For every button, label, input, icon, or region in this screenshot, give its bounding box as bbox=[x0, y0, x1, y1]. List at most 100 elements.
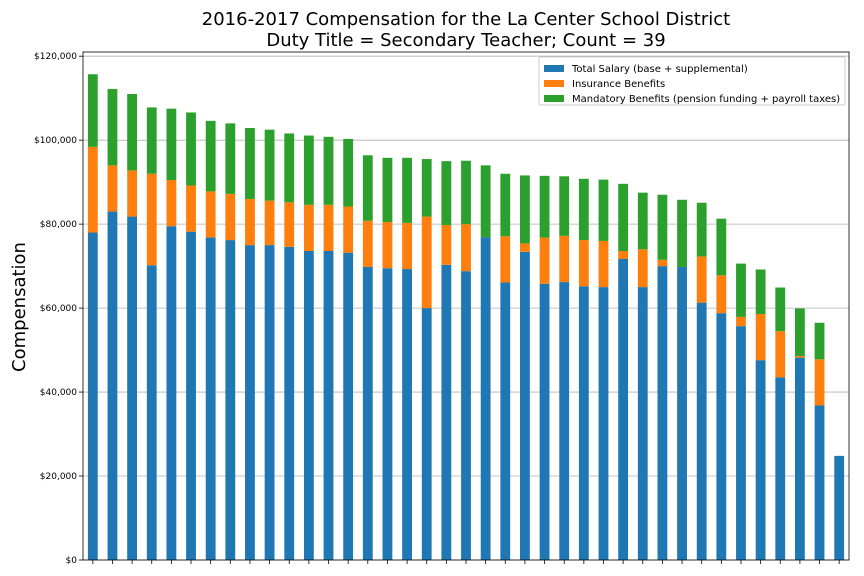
bar-segment bbox=[362, 155, 373, 221]
bar-segment bbox=[264, 245, 275, 560]
bar-segment bbox=[303, 204, 314, 252]
bar-segment bbox=[127, 93, 138, 171]
bar-segment bbox=[696, 256, 707, 303]
bar-segment bbox=[382, 157, 393, 223]
bar-segment bbox=[245, 198, 255, 246]
bar-segment bbox=[225, 193, 236, 241]
y-tick-label: $40,000 bbox=[40, 388, 77, 398]
bar-segment bbox=[264, 129, 275, 201]
bar-segment bbox=[362, 266, 373, 560]
bar-segment bbox=[107, 211, 118, 561]
bar-segment bbox=[480, 237, 491, 561]
bar-segment bbox=[539, 175, 550, 238]
bar-segment bbox=[794, 357, 805, 560]
bar-segment bbox=[382, 268, 393, 560]
bar-segment bbox=[775, 287, 786, 332]
bar-segment bbox=[264, 200, 275, 246]
bars bbox=[87, 74, 845, 561]
bar-segment bbox=[559, 235, 570, 283]
plot-frame bbox=[82, 51, 850, 561]
y-tick-label: $80,000 bbox=[40, 220, 77, 230]
bar-segment bbox=[736, 326, 746, 560]
bar-segment bbox=[598, 287, 609, 560]
bar-segment bbox=[166, 226, 177, 561]
bar-segment bbox=[657, 194, 668, 260]
bar-segment bbox=[245, 127, 255, 199]
bar-segment bbox=[441, 161, 452, 225]
bar-segment bbox=[421, 216, 432, 309]
bar-segment bbox=[127, 170, 138, 217]
bar-segment bbox=[402, 222, 412, 270]
bar-segment bbox=[127, 216, 138, 561]
bar-segment bbox=[618, 258, 629, 560]
bar-segment bbox=[382, 222, 393, 269]
bar-segment bbox=[618, 251, 629, 259]
bar-segment bbox=[107, 88, 118, 166]
bar-segment bbox=[598, 240, 609, 288]
bar-segment bbox=[461, 160, 471, 225]
bar-segment bbox=[539, 283, 550, 560]
bar-segment bbox=[205, 120, 216, 192]
bar-segment bbox=[421, 308, 432, 560]
bar-segment bbox=[441, 224, 452, 265]
bar-segment bbox=[716, 218, 727, 276]
bar-segment bbox=[166, 180, 177, 227]
bar-segment bbox=[225, 123, 236, 194]
bar-segment bbox=[834, 455, 845, 560]
bar-segment bbox=[323, 251, 334, 560]
bar-segment bbox=[323, 136, 334, 205]
bar-segment bbox=[559, 282, 570, 560]
bar-segment bbox=[441, 264, 452, 560]
bar-segment bbox=[284, 246, 295, 561]
bar-segment bbox=[814, 322, 825, 360]
bar-segment bbox=[402, 269, 412, 560]
legend: Total Salary (base + supplemental) Insura… bbox=[538, 56, 846, 106]
bar-segment bbox=[284, 202, 295, 247]
bar-segment bbox=[657, 259, 668, 267]
bar-segment bbox=[637, 192, 648, 250]
bar-segment bbox=[794, 355, 805, 358]
bar-segment bbox=[716, 275, 727, 314]
bar-segment bbox=[107, 165, 118, 212]
bar-segment bbox=[362, 220, 373, 267]
bar-segment bbox=[677, 266, 687, 560]
bar-segment bbox=[480, 165, 491, 238]
bar-segment bbox=[225, 240, 236, 561]
bar-segment bbox=[696, 202, 707, 257]
y-tick-label: $120,000 bbox=[34, 52, 77, 62]
bar-segment bbox=[696, 302, 707, 560]
bar-segment bbox=[421, 159, 432, 217]
bar-segment bbox=[578, 240, 589, 287]
bar-segment bbox=[146, 265, 157, 560]
bar-segment bbox=[736, 263, 746, 317]
bar-segment bbox=[755, 360, 766, 560]
y-tick-label: $20,000 bbox=[40, 472, 77, 482]
bar-segment bbox=[500, 173, 511, 237]
bar-segment bbox=[539, 237, 550, 284]
y-tick-label: $0 bbox=[66, 556, 78, 566]
bar-segment bbox=[736, 316, 746, 327]
legend-swatch bbox=[544, 65, 564, 72]
bar-segment bbox=[716, 313, 727, 560]
bar-segment bbox=[284, 133, 295, 203]
bar-segment bbox=[205, 191, 216, 238]
bar-segment bbox=[657, 266, 668, 560]
bar-segment bbox=[461, 271, 471, 560]
bar-segment bbox=[618, 183, 629, 252]
chart-title: 2016-2017 Compensation for the La Center… bbox=[202, 9, 730, 30]
bar-segment bbox=[87, 146, 98, 233]
bar-segment bbox=[775, 331, 786, 378]
bar-segment bbox=[578, 286, 589, 560]
y-axis-label: Compensation bbox=[9, 242, 30, 372]
bar-segment bbox=[794, 308, 805, 356]
bar-segment bbox=[598, 179, 609, 241]
bar-segment bbox=[637, 249, 648, 288]
bar-segment bbox=[205, 237, 216, 560]
bar-segment bbox=[559, 176, 570, 236]
bar-segment bbox=[146, 107, 157, 174]
y-tick-label: $60,000 bbox=[40, 304, 77, 314]
bar-segment bbox=[303, 135, 314, 205]
legend-label: Mandatory Benefits (pension funding + pa… bbox=[572, 94, 840, 105]
bar-segment bbox=[814, 405, 825, 560]
